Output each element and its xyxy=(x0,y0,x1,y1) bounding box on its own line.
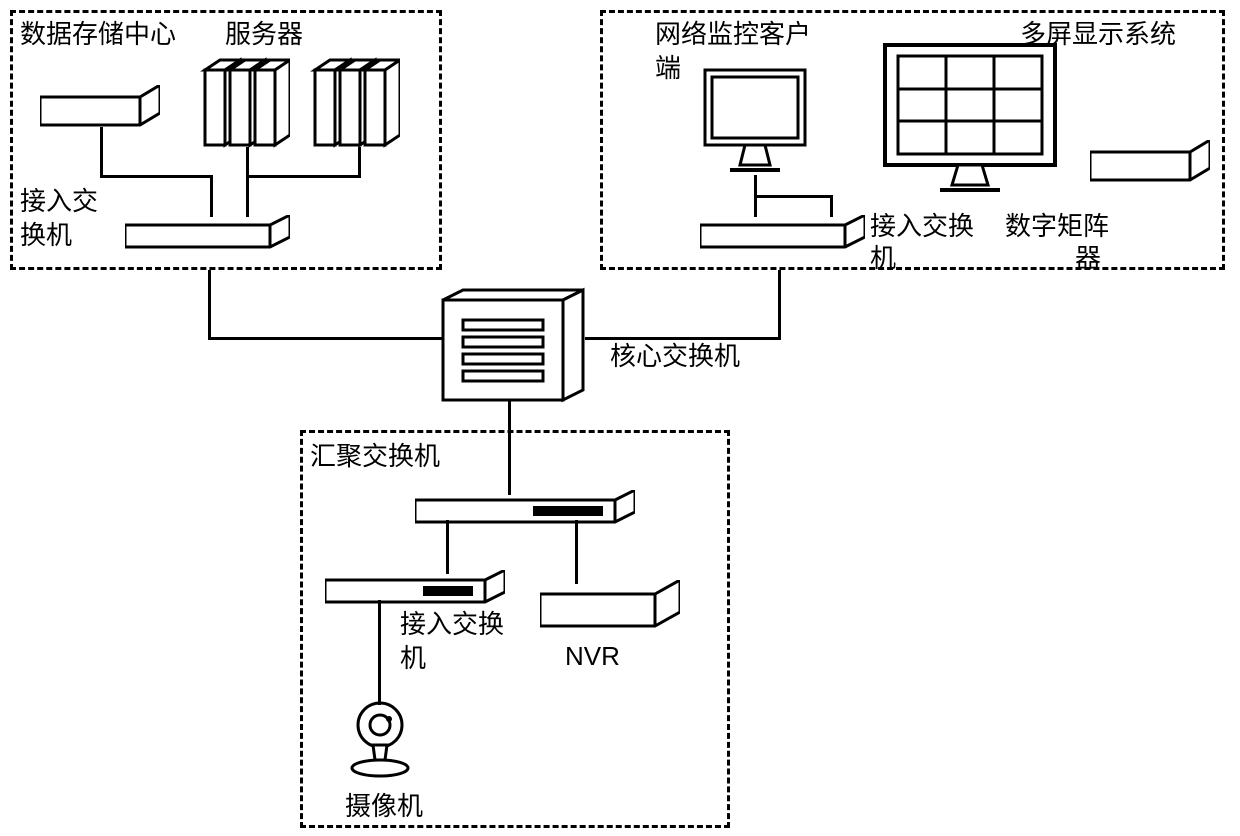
camera-icon xyxy=(345,700,415,780)
connector xyxy=(378,600,381,705)
access-switch-storage-icon xyxy=(125,215,290,250)
agg-switch-label: 汇聚交换机 xyxy=(310,440,440,474)
access-switch-left-label: 接入交 换机 xyxy=(20,185,98,253)
access-switch-bottom-label: 接入交换 机 xyxy=(400,608,504,676)
connector xyxy=(100,127,103,177)
connector xyxy=(575,520,578,584)
access-switch-right-label: 接入交换 xyxy=(870,210,974,244)
connector xyxy=(100,175,210,178)
digital-matrix-label: 数字矩阵 xyxy=(1005,210,1109,244)
connector xyxy=(208,270,211,340)
server-label: 服务器 xyxy=(225,18,303,52)
connector xyxy=(246,147,249,217)
digital-matrix-icon xyxy=(1090,140,1210,185)
connector xyxy=(246,175,361,178)
storage-device-icon xyxy=(40,85,160,130)
multi-screen-icon xyxy=(880,40,1060,195)
server-rack-1-icon xyxy=(200,55,290,150)
access-switch-right-label2: 机 xyxy=(870,242,896,276)
access-switch-bottom-icon xyxy=(325,570,505,605)
connector xyxy=(830,195,833,217)
connector xyxy=(210,175,213,217)
client-monitor-icon xyxy=(700,65,810,180)
connector xyxy=(754,195,832,198)
server-rack-2-icon xyxy=(310,55,400,150)
connector xyxy=(208,337,443,340)
connector xyxy=(585,337,780,340)
camera-label: 摄像机 xyxy=(345,790,423,824)
connector xyxy=(358,147,361,177)
access-switch-display-icon xyxy=(700,215,865,250)
core-switch-label: 核心交换机 xyxy=(610,340,740,374)
storage-title-label: 数据存储中心 xyxy=(20,18,176,52)
digital-matrix-label2: 器 xyxy=(1075,242,1101,276)
core-switch-icon xyxy=(438,285,588,405)
nvr-icon xyxy=(540,580,680,630)
connector xyxy=(778,270,781,340)
connector xyxy=(446,520,449,574)
nvr-label: NVR xyxy=(565,640,620,674)
